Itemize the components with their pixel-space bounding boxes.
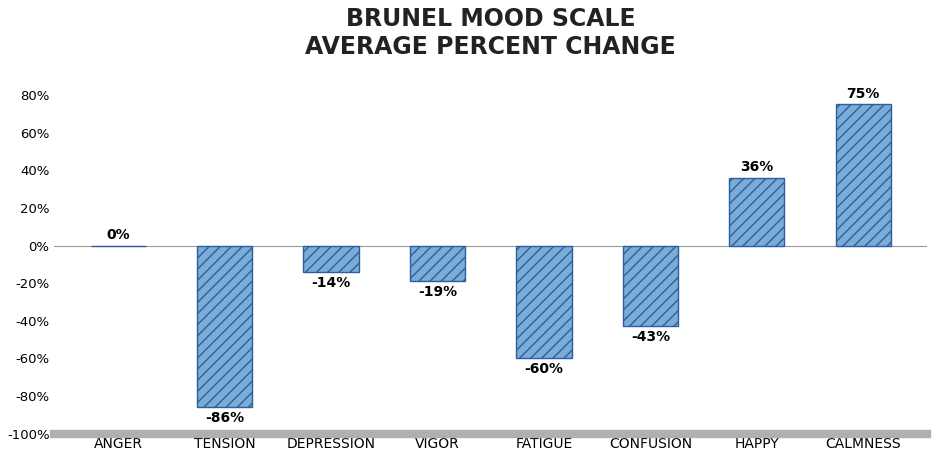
Text: 36%: 36% <box>740 160 773 174</box>
Text: 0%: 0% <box>106 228 130 242</box>
Bar <box>197 245 252 408</box>
Bar <box>836 104 891 245</box>
Text: -14%: -14% <box>312 276 351 289</box>
Bar <box>729 178 785 245</box>
Bar <box>517 245 572 359</box>
Text: -43%: -43% <box>630 330 670 344</box>
Text: -19%: -19% <box>418 285 457 299</box>
Text: -86%: -86% <box>205 411 245 425</box>
Bar <box>410 245 465 281</box>
Text: -60%: -60% <box>525 362 563 376</box>
Text: 75%: 75% <box>846 87 880 101</box>
Title: BRUNEL MOOD SCALE
AVERAGE PERCENT CHANGE: BRUNEL MOOD SCALE AVERAGE PERCENT CHANGE <box>305 7 676 59</box>
Bar <box>623 245 678 327</box>
Bar <box>304 245 359 272</box>
